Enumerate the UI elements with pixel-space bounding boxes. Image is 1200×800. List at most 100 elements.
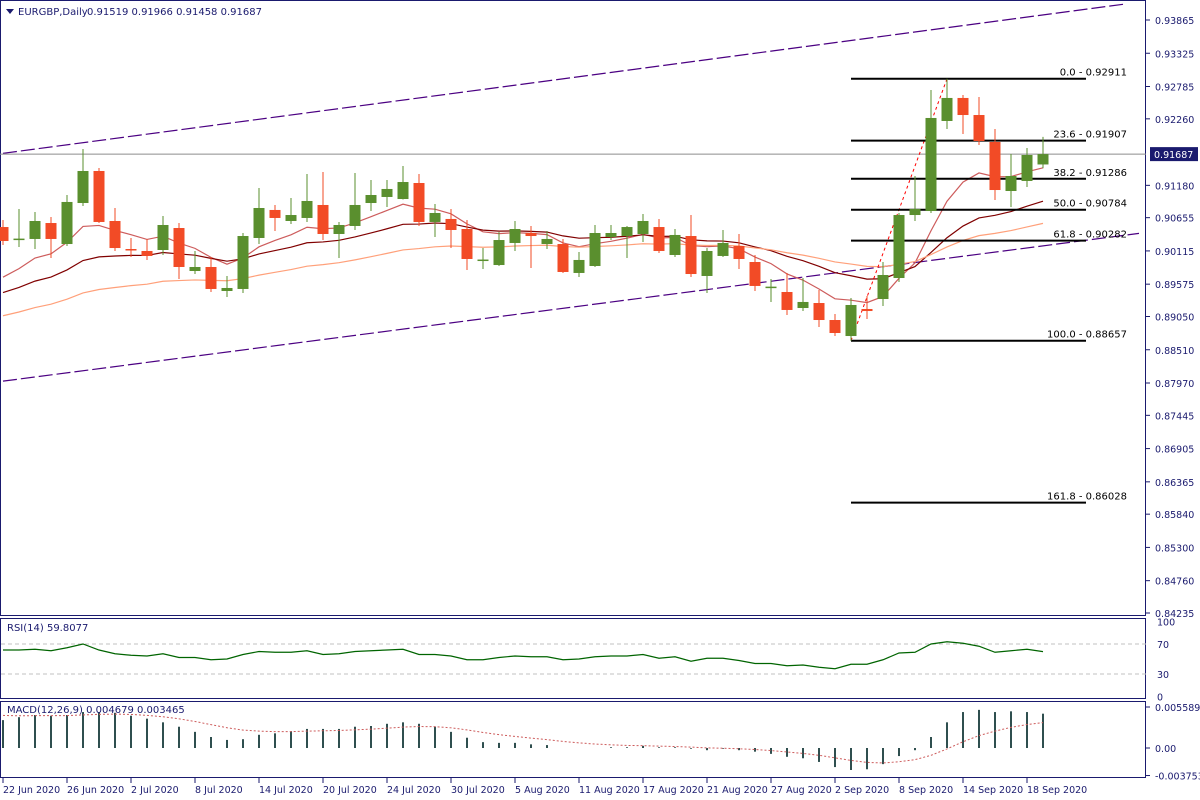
candle-bullish (909, 208, 921, 216)
candle-bullish (893, 215, 905, 279)
date-axis-label: 14 Jul 2020 (259, 785, 313, 796)
candle-bullish (477, 259, 489, 262)
candle-bullish (845, 304, 857, 337)
candle-bullish (717, 242, 729, 256)
candle-bearish (685, 236, 697, 275)
candle-bullish (573, 259, 585, 273)
candle-bullish (61, 201, 73, 245)
price-axis-label: 0.90655 (1155, 214, 1194, 225)
candle-bullish (237, 236, 249, 289)
candle-bullish (189, 266, 201, 271)
candle-bearish (141, 250, 153, 256)
candle-bullish (301, 200, 313, 218)
price-axis-label: 0.93325 (1155, 49, 1194, 60)
candle-bullish (13, 238, 25, 241)
candle-bearish (205, 266, 217, 289)
candle-bearish (93, 170, 105, 222)
candle-bullish (253, 207, 265, 238)
macd-axis-label: 0.00 (1155, 744, 1176, 755)
price-axis-label: 0.85840 (1155, 510, 1194, 521)
candle-bearish (829, 320, 841, 334)
candle-bearish (109, 220, 121, 249)
rsi-axis-label: 70 (1157, 640, 1169, 651)
candle-bullish (925, 117, 937, 212)
candle-bullish (765, 286, 777, 289)
price-axis-label: 0.88510 (1155, 346, 1194, 357)
candle-bullish (1005, 175, 1017, 192)
candle-bullish (29, 220, 41, 239)
date-axis-label: 17 Aug 2020 (643, 785, 704, 796)
fibonacci-level-label: 23.6 - 0.91907 (1053, 130, 1127, 141)
candle-bearish (0, 227, 9, 242)
price-axis-label: 0.87445 (1155, 411, 1194, 422)
candle-bearish (653, 227, 665, 251)
chart-ohlc: 0.91519 0.91966 0.91458 0.91687 (87, 7, 262, 18)
candle-bearish (173, 228, 185, 267)
candle-bearish (749, 262, 761, 286)
rsi-axis-label: 0 (1157, 693, 1163, 704)
candle-bearish (781, 291, 793, 310)
price-axis-label: 0.92260 (1155, 115, 1194, 126)
ma-slow-line (2, 222, 1044, 317)
candle-bullish (1037, 154, 1049, 165)
price-axis-label: 0.90115 (1155, 247, 1194, 258)
date-axis-label: 2 Sep 2020 (835, 785, 889, 796)
candle-bullish (669, 234, 681, 255)
fibonacci-level-label: 61.8 - 0.90282 (1053, 230, 1127, 241)
macd-signal-line (2, 713, 1044, 764)
candle-bearish (317, 204, 329, 234)
candle-bearish (461, 228, 473, 259)
fibonacci-level-label: 161.8 - 0.86028 (1047, 492, 1127, 503)
rsi-axis-label: 100 (1157, 618, 1175, 629)
fibonacci-level-label: 0.0 - 0.92911 (1060, 68, 1127, 79)
price-axis-label: 0.84760 (1155, 577, 1194, 588)
candle-bearish (957, 97, 969, 116)
main-pane-frame (0, 0, 1146, 616)
candle-bearish (733, 245, 745, 259)
price-axis-label: 0.86905 (1155, 445, 1194, 456)
candle-bullish (349, 204, 361, 226)
fibonacci-level-label: 38.2 - 0.91286 (1053, 168, 1127, 179)
current-price-label: 0.91687 (1154, 150, 1193, 161)
date-axis-label: 2 Jul 2020 (131, 785, 179, 796)
candle-bullish (605, 232, 617, 238)
candle-bearish (813, 303, 825, 321)
rsi-line (3, 641, 1044, 670)
candle-bullish (589, 232, 601, 267)
candle-bullish (941, 97, 953, 121)
candle-bullish (621, 227, 633, 237)
candle-bullish (429, 212, 441, 222)
candle-bullish (541, 238, 553, 245)
price-axis-label: 0.87970 (1155, 379, 1194, 390)
date-axis-label: 20 Jul 2020 (323, 785, 377, 796)
macd-axis-label: 0.005589 (1155, 703, 1200, 714)
candle-bearish (445, 218, 457, 230)
rsi-pane-frame (0, 618, 1146, 699)
candle-bullish (221, 287, 233, 292)
price-axis-label: 0.89050 (1155, 313, 1194, 324)
candle-bullish (381, 188, 393, 197)
price-axis-label: 0.92785 (1155, 83, 1194, 94)
candle-bullish (365, 195, 377, 204)
date-axis-label: 14 Sep 2020 (963, 785, 1023, 796)
candle-bullish (157, 224, 169, 250)
macd-pane-frame (0, 701, 1146, 778)
triangle-down-icon[interactable] (6, 9, 14, 14)
fibonacci-level-label: 50.0 - 0.90784 (1053, 199, 1127, 210)
candle-bullish (797, 301, 809, 309)
candle-bearish (525, 232, 537, 237)
price-axis-label: 0.85300 (1155, 543, 1194, 554)
candle-bullish (333, 224, 345, 234)
date-axis-label: 26 Jun 2020 (67, 785, 124, 796)
candle-bullish (397, 182, 409, 200)
date-axis-label: 27 Aug 2020 (771, 785, 832, 796)
current-price-badge (1150, 147, 1198, 162)
candle-bullish (493, 240, 505, 266)
candle-bullish (701, 250, 713, 276)
candle-bearish (989, 141, 1001, 191)
price-axis-label: 0.89575 (1155, 280, 1194, 291)
date-axis-label: 11 Aug 2020 (579, 785, 640, 796)
rsi-title: RSI(14) 59.8077 (7, 623, 88, 634)
date-axis-label: 22 Jun 2020 (3, 785, 60, 796)
